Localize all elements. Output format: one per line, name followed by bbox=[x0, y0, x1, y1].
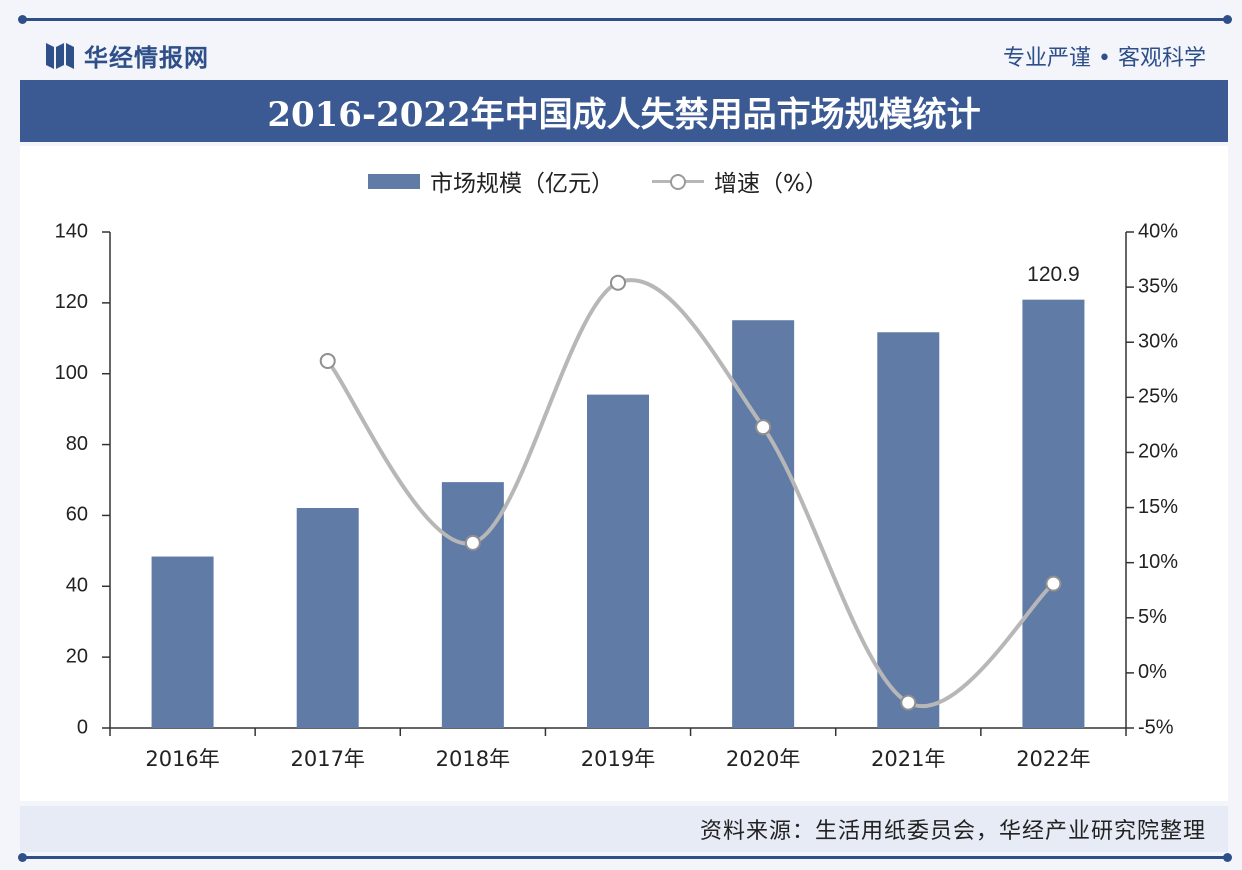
legend-line-swatch bbox=[652, 171, 704, 191]
legend-line-label: 增速（%） bbox=[714, 171, 828, 197]
brand-logo-icon bbox=[46, 42, 74, 69]
bar bbox=[1022, 299, 1085, 728]
bar-data-label: 120.9 bbox=[1027, 263, 1080, 286]
source-footer: 资料来源：生活用纸委员会，华经产业研究院整理 bbox=[20, 806, 1228, 852]
y-left-tick-label: 20 bbox=[66, 645, 88, 667]
growth-point bbox=[464, 534, 481, 551]
x-tick-label: 2019年 bbox=[581, 747, 655, 771]
y-left-tick-label: 60 bbox=[66, 504, 88, 526]
growth-point bbox=[610, 274, 626, 291]
x-tick-label: 2020年 bbox=[726, 747, 800, 771]
y-left-tick-label: 140 bbox=[55, 220, 88, 242]
y-right-tick-label: -5% bbox=[1138, 716, 1174, 738]
bar bbox=[151, 556, 214, 728]
x-tick-label: 2018年 bbox=[436, 747, 510, 771]
source-text: 资料来源：生活用纸委员会，华经产业研究院整理 bbox=[699, 819, 1206, 844]
top-divider bbox=[18, 15, 1232, 24]
y-right-tick-label: 15% bbox=[1138, 496, 1178, 518]
bottom-divider bbox=[18, 853, 1232, 862]
legend-item-bar: 市场规模（亿元） bbox=[368, 164, 614, 198]
y-right-tick-label: 0% bbox=[1138, 661, 1167, 683]
slogan: 专业严谨 • 客观科学 bbox=[1003, 46, 1206, 71]
growth-line bbox=[326, 278, 1055, 708]
y-right-tick-label: 35% bbox=[1138, 275, 1178, 297]
chart-title: 2016-2022年中国成人失禁用品市场规模统计 bbox=[20, 80, 1228, 142]
y-left-tick-label: 40 bbox=[66, 575, 88, 597]
brand-name: 华经情报网 bbox=[84, 44, 209, 72]
y-right-tick-label: 25% bbox=[1138, 386, 1178, 408]
growth-point bbox=[755, 419, 772, 436]
x-tick-label: 2016年 bbox=[145, 747, 219, 771]
brand: 华经情报网 bbox=[46, 38, 209, 73]
bar bbox=[296, 507, 359, 728]
y-right-tick-label: 10% bbox=[1138, 551, 1178, 573]
growth-point bbox=[900, 694, 917, 711]
y-left-tick-label: 80 bbox=[66, 433, 88, 455]
legend-item-line: 增速（%） bbox=[652, 164, 828, 198]
legend: 市场规模（亿元） 增速（%） bbox=[368, 164, 866, 198]
growth-point bbox=[1045, 575, 1062, 592]
growth-point bbox=[319, 352, 336, 369]
y-right-tick-label: 30% bbox=[1138, 331, 1178, 353]
y-left-tick-label: 100 bbox=[55, 362, 88, 384]
legend-bar-label: 市场规模（亿元） bbox=[430, 171, 614, 197]
bar bbox=[441, 482, 504, 728]
y-right-tick-label: 5% bbox=[1138, 606, 1167, 628]
y-left-tick-label: 0 bbox=[77, 716, 88, 738]
legend-bar-swatch bbox=[368, 173, 420, 189]
x-tick-label: 2021年 bbox=[871, 747, 945, 771]
bar bbox=[877, 332, 940, 728]
x-tick-label: 2017年 bbox=[290, 747, 364, 771]
x-tick-label: 2022年 bbox=[1016, 747, 1090, 771]
y-left-tick-label: 120 bbox=[55, 291, 88, 313]
y-right-tick-label: 40% bbox=[1138, 220, 1178, 242]
bar bbox=[587, 394, 649, 728]
bar bbox=[732, 320, 795, 728]
y-right-tick-label: 20% bbox=[1138, 441, 1178, 463]
